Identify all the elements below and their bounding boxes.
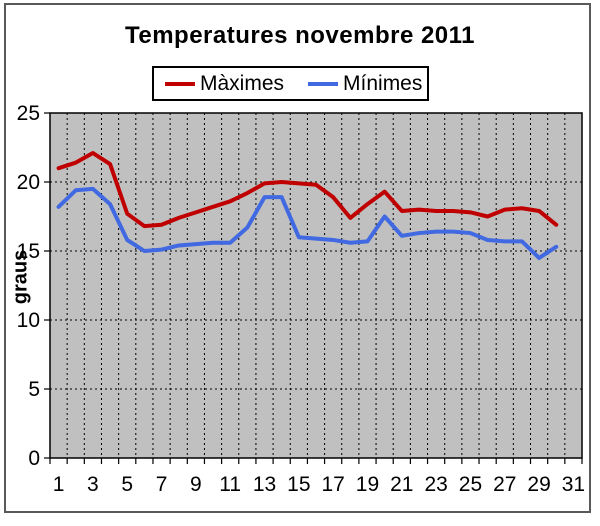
- y-axis-tick-label: 20: [17, 171, 40, 194]
- minimes-line-key-icon: [308, 81, 339, 86]
- chart-title: Temperatures novembre 2011: [124, 22, 476, 49]
- maximes-line-key-icon: [165, 81, 195, 86]
- x-axis-tick-label: 15: [287, 473, 310, 496]
- legend-item-minimes: Mínimes: [308, 72, 422, 96]
- x-axis-tick-label: 27: [493, 473, 516, 496]
- legend-label-maximes: Màximes: [200, 71, 285, 95]
- y-axis-tick-label: 0: [28, 447, 40, 470]
- plot-border: [49, 112, 583, 459]
- legend-item-maximes: Màximes: [165, 72, 284, 96]
- y-axis-tick-label: 5: [28, 378, 40, 401]
- x-axis-tick-label: 21: [390, 473, 413, 496]
- x-axis-tick-label: 11: [219, 473, 241, 496]
- x-axis-tick-label: 19: [356, 473, 379, 496]
- x-axis-tick-label: 23: [424, 473, 447, 496]
- y-axis-tick-label: 15: [17, 240, 40, 263]
- x-axis-tick-label: 13: [253, 473, 276, 496]
- x-axis-tick-label: 17: [321, 473, 344, 496]
- x-axis-tick-label: 3: [87, 473, 99, 496]
- y-axis-tick-label: 25: [17, 102, 40, 125]
- plot-area: [50, 113, 582, 458]
- x-axis-tick-label: 5: [121, 473, 133, 496]
- x-axis-tick-label: 29: [527, 473, 550, 496]
- legend: Màximes Mínimes: [152, 66, 429, 101]
- maximes-series-line: [56, 151, 559, 229]
- x-axis-tick-label: 7: [156, 473, 168, 496]
- x-axis-tick-label: 31: [562, 473, 585, 496]
- x-axis-tick-label: 9: [190, 473, 202, 496]
- x-axis-tick-label: 1: [53, 473, 65, 496]
- minimes-series-line: [56, 186, 559, 260]
- y-axis-tick-label: 10: [17, 309, 40, 332]
- x-axis-tick-label: 25: [459, 473, 482, 496]
- legend-label-minimes: Mínimes: [343, 71, 423, 95]
